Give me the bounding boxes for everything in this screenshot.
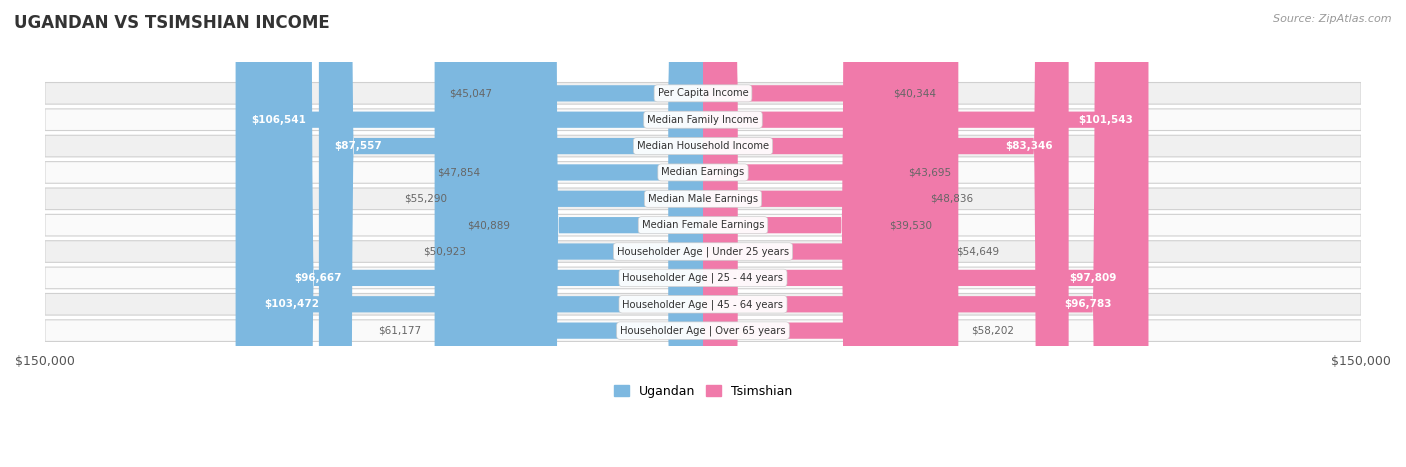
Text: Median Male Earnings: Median Male Earnings bbox=[648, 194, 758, 204]
Text: $47,854: $47,854 bbox=[437, 168, 479, 177]
Text: $45,047: $45,047 bbox=[449, 88, 492, 99]
FancyBboxPatch shape bbox=[703, 0, 1149, 467]
Text: $101,543: $101,543 bbox=[1078, 115, 1133, 125]
FancyBboxPatch shape bbox=[703, 0, 1069, 467]
FancyBboxPatch shape bbox=[45, 241, 1361, 262]
FancyBboxPatch shape bbox=[703, 0, 876, 467]
Text: $61,177: $61,177 bbox=[378, 325, 422, 336]
Text: $40,889: $40,889 bbox=[467, 220, 510, 230]
FancyBboxPatch shape bbox=[45, 188, 1361, 210]
Text: $55,290: $55,290 bbox=[405, 194, 447, 204]
FancyBboxPatch shape bbox=[479, 0, 703, 467]
Text: $96,667: $96,667 bbox=[294, 273, 342, 283]
Text: $87,557: $87,557 bbox=[335, 141, 382, 151]
Text: $96,783: $96,783 bbox=[1064, 299, 1112, 309]
FancyBboxPatch shape bbox=[703, 0, 943, 467]
Text: $40,344: $40,344 bbox=[893, 88, 936, 99]
FancyBboxPatch shape bbox=[703, 0, 959, 467]
FancyBboxPatch shape bbox=[703, 0, 894, 467]
Text: Householder Age | 45 - 64 years: Householder Age | 45 - 64 years bbox=[623, 299, 783, 310]
FancyBboxPatch shape bbox=[703, 0, 880, 467]
FancyBboxPatch shape bbox=[45, 135, 1361, 157]
Text: $43,695: $43,695 bbox=[908, 168, 950, 177]
Text: $103,472: $103,472 bbox=[264, 299, 319, 309]
Text: Median Earnings: Median Earnings bbox=[661, 168, 745, 177]
FancyBboxPatch shape bbox=[45, 109, 1361, 130]
FancyBboxPatch shape bbox=[460, 0, 703, 467]
FancyBboxPatch shape bbox=[505, 0, 703, 467]
FancyBboxPatch shape bbox=[236, 0, 703, 467]
FancyBboxPatch shape bbox=[45, 267, 1361, 289]
Text: Householder Age | Under 25 years: Householder Age | Under 25 years bbox=[617, 246, 789, 257]
Text: Median Family Income: Median Family Income bbox=[647, 115, 759, 125]
Text: $50,923: $50,923 bbox=[423, 247, 467, 256]
FancyBboxPatch shape bbox=[45, 83, 1361, 104]
FancyBboxPatch shape bbox=[523, 0, 703, 467]
FancyBboxPatch shape bbox=[278, 0, 703, 467]
Text: Median Female Earnings: Median Female Earnings bbox=[641, 220, 765, 230]
Text: $83,346: $83,346 bbox=[1005, 141, 1053, 151]
FancyBboxPatch shape bbox=[703, 0, 917, 467]
Text: $54,649: $54,649 bbox=[956, 247, 1000, 256]
FancyBboxPatch shape bbox=[45, 162, 1361, 183]
Text: Source: ZipAtlas.com: Source: ZipAtlas.com bbox=[1274, 14, 1392, 24]
Text: $58,202: $58,202 bbox=[972, 325, 1015, 336]
Text: Householder Age | Over 65 years: Householder Age | Over 65 years bbox=[620, 325, 786, 336]
FancyBboxPatch shape bbox=[45, 214, 1361, 236]
FancyBboxPatch shape bbox=[249, 0, 703, 467]
FancyBboxPatch shape bbox=[45, 320, 1361, 341]
Text: $39,530: $39,530 bbox=[890, 220, 932, 230]
Legend: Ugandan, Tsimshian: Ugandan, Tsimshian bbox=[609, 380, 797, 403]
FancyBboxPatch shape bbox=[434, 0, 703, 467]
FancyBboxPatch shape bbox=[494, 0, 703, 467]
FancyBboxPatch shape bbox=[703, 0, 1132, 467]
Text: Per Capita Income: Per Capita Income bbox=[658, 88, 748, 99]
Text: $106,541: $106,541 bbox=[250, 115, 307, 125]
FancyBboxPatch shape bbox=[703, 0, 1128, 467]
FancyBboxPatch shape bbox=[319, 0, 703, 467]
Text: $48,836: $48,836 bbox=[931, 194, 973, 204]
Text: UGANDAN VS TSIMSHIAN INCOME: UGANDAN VS TSIMSHIAN INCOME bbox=[14, 14, 330, 32]
Text: $97,809: $97,809 bbox=[1070, 273, 1116, 283]
FancyBboxPatch shape bbox=[45, 293, 1361, 315]
Text: Householder Age | 25 - 44 years: Householder Age | 25 - 44 years bbox=[623, 273, 783, 283]
Text: Median Household Income: Median Household Income bbox=[637, 141, 769, 151]
